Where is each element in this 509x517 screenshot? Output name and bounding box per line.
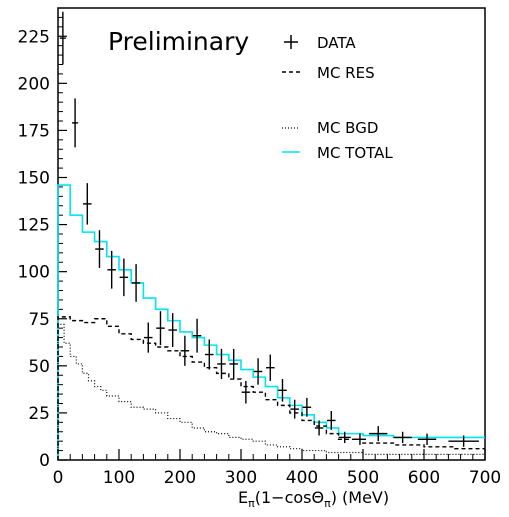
y-tick-label: 75	[28, 310, 50, 330]
data-point	[229, 348, 238, 380]
data-point	[253, 358, 263, 385]
data-point	[266, 354, 275, 381]
data-point	[192, 318, 202, 353]
x-axis-label-end: ) (MeV)	[331, 488, 389, 507]
data-point	[217, 348, 226, 380]
x-tick-label: 200	[164, 468, 196, 488]
mc-bgd-curve	[57, 323, 485, 460]
data-point	[205, 339, 214, 370]
data-point	[278, 379, 287, 402]
x-tick-label: 600	[408, 468, 440, 488]
y-tick-label: 175	[18, 121, 50, 141]
legend-label-mc-total: MC TOTAL	[317, 144, 393, 162]
data-point	[119, 258, 129, 297]
data-point	[95, 230, 104, 268]
x-tick-label: 400	[286, 468, 318, 488]
y-tick-label: 150	[18, 169, 50, 189]
data-point	[72, 98, 79, 148]
y-tick-label: 125	[18, 216, 50, 236]
y-tick-label: 100	[18, 263, 50, 283]
data-point	[59, 11, 66, 65]
x-axis-label-mid: (1−cosΘ	[255, 488, 324, 507]
preliminary-annotation: Preliminary	[108, 27, 249, 56]
y-tick-label: 225	[18, 27, 50, 47]
legend: DATA MC RES MC BGD MC TOTAL	[282, 34, 393, 162]
x-axis-label-e: E	[238, 488, 248, 507]
data-point	[327, 411, 336, 430]
legend-item-mc-res: MC RES	[282, 64, 375, 82]
x-tick-label: 500	[347, 468, 379, 488]
data-point	[393, 431, 412, 444]
y-tick-label: 50	[28, 357, 50, 377]
data-points	[59, 11, 479, 447]
y-tick-label: 200	[18, 74, 50, 94]
data-point	[83, 183, 92, 225]
mc-res-curve	[57, 316, 485, 460]
data-point	[156, 311, 165, 346]
x-tick-label: 700	[469, 468, 501, 488]
data-point	[290, 399, 299, 419]
data-point	[353, 433, 367, 445]
y-tick-label: 25	[28, 404, 50, 424]
data-point	[314, 420, 324, 436]
data-point	[417, 433, 437, 445]
mc-curves	[57, 184, 485, 460]
legend-label-mc-res: MC RES	[317, 64, 375, 82]
x-axis-label-sub2: π	[324, 497, 331, 510]
legend-item-data: DATA	[284, 34, 356, 52]
data-point	[369, 426, 388, 442]
x-tick-label: 100	[103, 468, 135, 488]
legend-item-mc-total: MC TOTAL	[282, 144, 393, 162]
x-tick-label: 300	[225, 468, 257, 488]
plot-frame	[57, 7, 486, 461]
legend-item-mc-bgd: MC BGD	[282, 119, 378, 137]
data-point	[131, 264, 141, 302]
data-point	[168, 313, 177, 347]
x-axis-label: Eπ(1−cosΘπ) (MeV)	[238, 488, 389, 510]
legend-label-mc-bgd: MC BGD	[317, 119, 378, 137]
data-point	[302, 397, 312, 417]
data-point	[144, 322, 153, 353]
data-point	[448, 435, 479, 447]
data-point	[338, 431, 351, 444]
data-point	[107, 250, 116, 289]
data-point	[180, 335, 190, 366]
legend-label-data: DATA	[317, 34, 356, 52]
y-tick-label: 0	[39, 451, 50, 471]
data-point	[241, 380, 251, 404]
x-tick-label: 0	[53, 468, 64, 488]
axis-ticks: 0 25 50 75 100 125 150 175 200 225 0 100 200 300 400 50…	[18, 7, 501, 488]
x-axis-label-sub1: π	[248, 497, 255, 510]
mc-total-curve	[57, 184, 485, 460]
